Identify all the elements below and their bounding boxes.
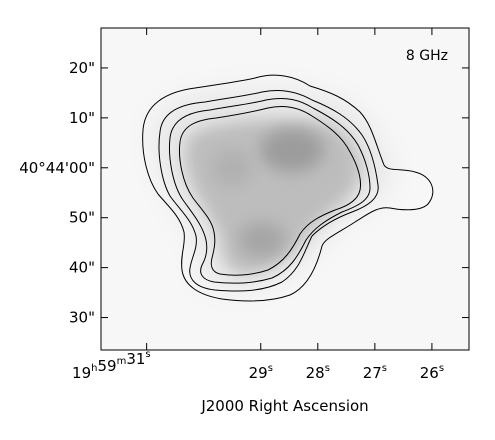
contour-level-2 (158, 89, 379, 292)
x-tick-label: 27s (363, 363, 387, 382)
y-tick-label: 10" (69, 109, 95, 127)
emission-knot-west (212, 150, 252, 186)
y-tick-labels: 20" 10" 40°44'00" 50" 40" 30" (19, 59, 95, 327)
y-tick-label: 20" (69, 59, 95, 77)
x-tick-labels: 19h59m31s 29s 28s 27s 26s (72, 349, 444, 382)
y-tick-label: 30" (69, 309, 95, 327)
contour-level-1 (142, 74, 434, 302)
contour-level-4 (179, 105, 361, 276)
emission-peak-south (238, 222, 286, 258)
contour-level-3 (169, 97, 371, 284)
emission-greyscale (154, 91, 390, 289)
y-tick-label: 40°44'00" (19, 159, 95, 177)
y-tick-label: 40" (69, 259, 95, 277)
tick-marks (101, 28, 469, 350)
x-tick-label: 26s (420, 363, 444, 382)
plot-frame (100, 27, 470, 351)
contour-set (142, 74, 434, 302)
x-tick-label: 29s (249, 363, 273, 382)
frequency-annotation: 8 GHz (406, 48, 448, 64)
x-tick-label: 28s (306, 363, 330, 382)
y-tick-label: 50" (69, 209, 95, 227)
x-axis-title: J2000 Right Ascension (200, 397, 368, 415)
x-tick-label: 19h59m31s (72, 349, 151, 382)
emission-peak-north (260, 128, 324, 172)
